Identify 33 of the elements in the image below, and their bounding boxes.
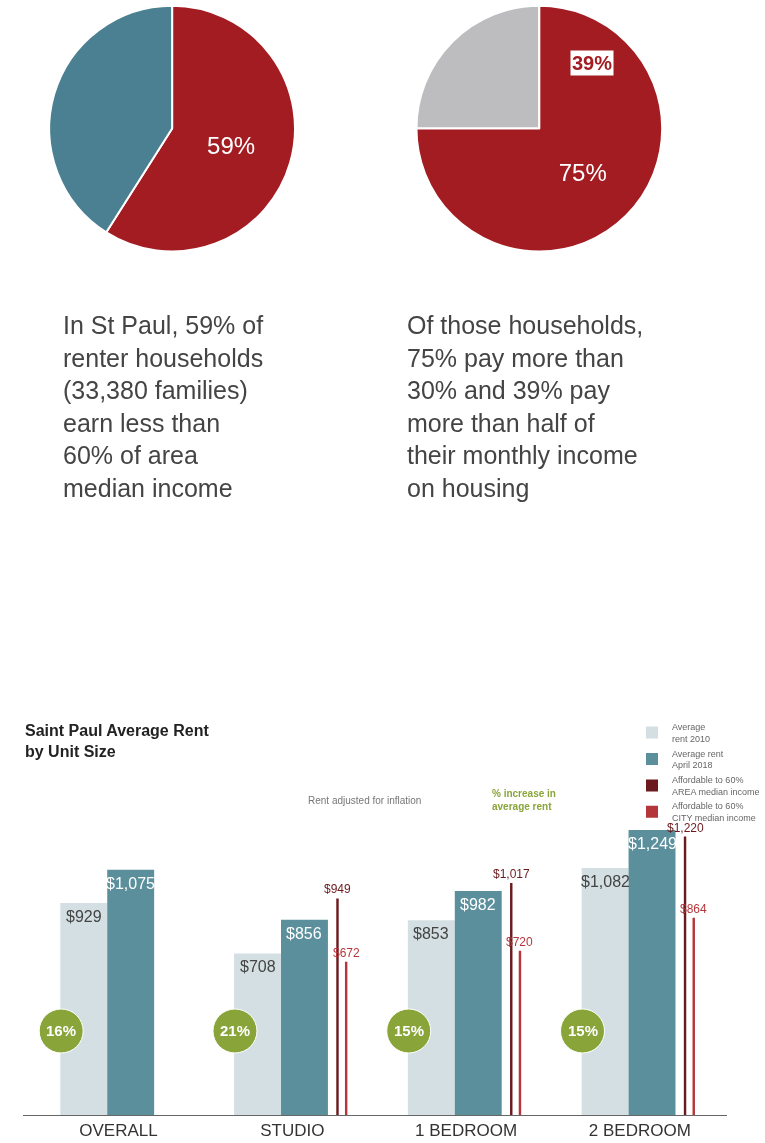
bar <box>107 869 155 1115</box>
x-tick-label: 1 BEDROOM <box>415 1121 518 1141</box>
bar <box>281 919 328 1115</box>
text: In St Paul, 59% of renter households (33,380 families) earn less than 60% of area median income <box>63 311 264 502</box>
data-label: 75% <box>558 158 607 186</box>
x-tick-label: 2 BEDROOM <box>588 1121 691 1141</box>
legend-label: Affordable to 60% AREA median income <box>672 775 760 797</box>
x-tick-label: OVERALL <box>79 1121 158 1141</box>
annotation: 15% <box>568 1022 599 1039</box>
legend-label: Affordable to 60% CITY median income <box>672 801 756 824</box>
data-label: $982 <box>460 896 496 913</box>
chart-subtitle: Rent adjusted for inflation <box>308 795 422 806</box>
chart-title: Saint Paul Average Rent by Unit Size <box>25 722 210 760</box>
text: Of those households, 75% pay more than 30% and 39% pay more than half of their monthly income on housing <box>407 311 644 502</box>
data-label: $853 <box>413 925 449 942</box>
data-label: 59% <box>207 132 256 160</box>
annotation: 15% <box>394 1022 425 1039</box>
annotation: 16% <box>46 1022 77 1039</box>
text: 39% <box>572 52 613 74</box>
x-tick-label: STUDIO <box>260 1121 325 1141</box>
annotation: 21% <box>220 1022 251 1039</box>
data-label: $1,017 <box>493 867 531 881</box>
data-label: $1,220 <box>667 821 705 835</box>
legend-label: Average rent April 2018 <box>672 748 724 771</box>
data-label: $708 <box>240 958 276 975</box>
pie-slice <box>415 4 664 253</box>
bar <box>454 890 502 1115</box>
data-label: $929 <box>66 908 102 925</box>
text: % increase in average rent <box>492 788 556 812</box>
legend-label: Average rent 2010 <box>672 722 711 744</box>
data-label: $949 <box>324 882 352 896</box>
data-label: $1,082 <box>581 873 631 890</box>
data-label: $856 <box>286 925 322 942</box>
